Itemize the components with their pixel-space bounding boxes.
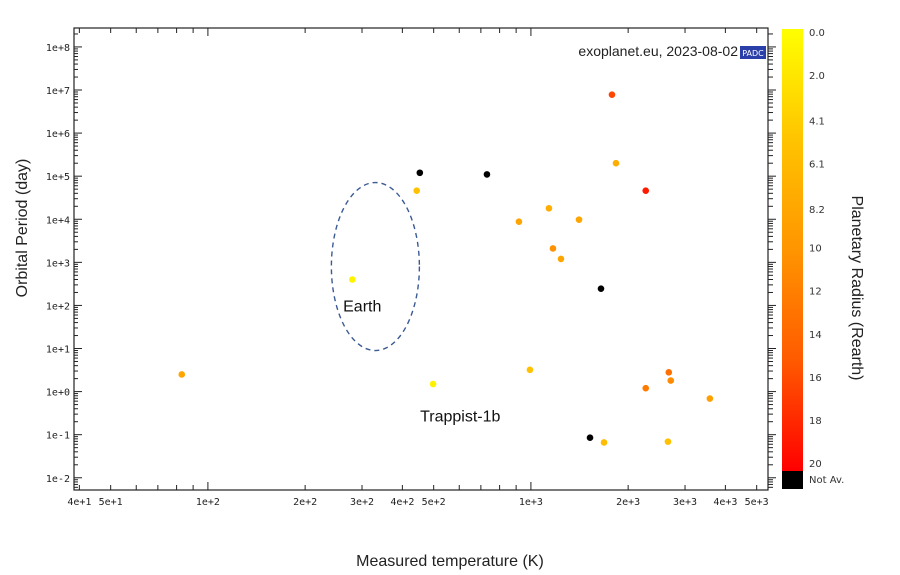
x-tick-label: 4e+2 [390, 497, 414, 508]
data-point [642, 187, 650, 195]
data-points [178, 91, 714, 446]
colorbar-tick-label: 14 [809, 330, 822, 341]
annotation-earth: Earth [343, 298, 381, 315]
data-point [483, 171, 491, 178]
data-point [545, 204, 553, 212]
padc-logo: PADC [740, 46, 766, 59]
colorbar [782, 29, 803, 471]
x-tick-label: 2e+2 [293, 497, 317, 508]
data-point [416, 169, 424, 177]
x-tick-label: 4e+1 [67, 497, 91, 508]
data-point [515, 218, 523, 225]
credit-text: exoplanet.eu, 2023-08-02 [578, 43, 738, 59]
x-axis-label: Measured temperature (K) [356, 553, 544, 570]
data-point [665, 369, 673, 376]
annotation-trappist-1b: Trappist-1b [420, 408, 500, 425]
padc-logo-text: PADC [742, 49, 764, 58]
colorbar-tick-label: 12 [809, 287, 822, 298]
y-tick-label: 1e+4 [46, 215, 70, 226]
data-point [600, 439, 608, 446]
colorbar-tick-label: 0.0 [809, 28, 825, 39]
data-point [667, 377, 675, 384]
y-tick-label: 1e-2 [46, 474, 70, 485]
colorbar-tick-label: 8.2 [809, 205, 825, 216]
data-point [706, 395, 714, 402]
data-point [642, 384, 650, 392]
x-tick-label: 1e+3 [519, 497, 543, 508]
colorbar-not-available [782, 471, 803, 489]
data-point [349, 276, 356, 283]
y-tick-label: 1e+3 [46, 258, 70, 269]
data-point [612, 159, 620, 167]
x-tick-label: 5e+1 [99, 497, 123, 508]
data-point [575, 216, 583, 223]
data-point [413, 187, 420, 195]
colorbar-tick-label: 6.1 [809, 160, 825, 171]
data-point [178, 371, 186, 378]
x-tick-label: 3e+2 [350, 497, 374, 508]
y-tick-label: 1e-1 [46, 431, 70, 442]
x-tick-label: 5e+2 [422, 497, 446, 508]
x-tick-label: 1e+2 [196, 497, 220, 508]
colorbar-not-available-label: Not Av. [809, 475, 844, 486]
data-point [586, 434, 594, 442]
y-tick-label: 1e+2 [46, 301, 70, 312]
y-tick-label: 1e+0 [46, 388, 70, 399]
colorbar-tick-label: 10 [809, 244, 822, 255]
colorbar-tick-label: 20 [809, 459, 822, 470]
y-tick-label: 1e+7 [46, 86, 70, 97]
x-tick-label: 2e+3 [616, 497, 640, 508]
y-tick-label: 1e+1 [46, 345, 70, 356]
data-point [557, 255, 565, 263]
x-tick-label: 3e+3 [673, 497, 697, 508]
data-point [597, 285, 605, 292]
colorbar-tick-label: 2.0 [809, 71, 825, 82]
colorbar-tick-label: 18 [809, 416, 822, 427]
data-point [664, 438, 672, 445]
colorbar-tick-label: 16 [809, 373, 822, 384]
colorbar-tick-label: 4.1 [809, 116, 825, 127]
y-tick-label: 1e+6 [46, 129, 70, 140]
x-tick-labels: 4e+1 5e+1 1e+2 2e+2 3e+2 4e+2 5e+2 1e+3 2e+3 3e+3… [67, 497, 768, 508]
colorbar-label: Planetary Radius (Rearth) [848, 196, 865, 381]
data-point [608, 91, 616, 98]
colorbar-tick-labels: 0.0 2.0 4.1 6.1 8.2 10 12 14 16 18 20 [809, 28, 825, 470]
axis-ticks [74, 28, 776, 490]
y-tick-label: 1e+5 [46, 172, 70, 183]
data-point [549, 245, 557, 252]
x-tick-label: 5e+3 [745, 497, 769, 508]
habitable-zone-ellipse [330, 181, 421, 352]
x-tick-label: 4e+3 [713, 497, 737, 508]
y-tick-labels: 1e+8 1e+7 1e+6 1e+5 1e+4 1e+3 1e+2 1e+1 1e+0 1e-1… [46, 43, 70, 485]
plot-area [73, 27, 769, 491]
data-point [526, 366, 534, 374]
y-tick-label: 1e+8 [46, 43, 70, 54]
y-axis-label: Orbital Period (day) [14, 159, 31, 298]
data-point [429, 380, 437, 388]
